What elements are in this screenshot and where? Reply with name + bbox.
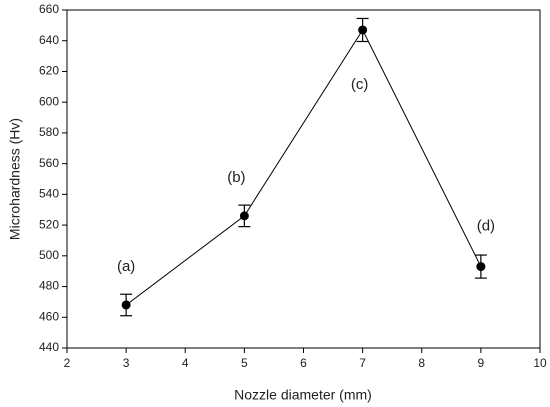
x-tick-label: 9 <box>478 356 485 370</box>
y-axis-title: Microhardness (Hv) <box>7 118 23 240</box>
y-tick-label: 580 <box>39 125 59 139</box>
y-tick-label: 560 <box>39 156 59 170</box>
x-axis-title: Nozzle diameter (mm) <box>234 387 372 403</box>
annotation: (b) <box>227 169 245 186</box>
y-tick-label: 620 <box>39 64 59 78</box>
marker <box>476 262 486 272</box>
annotation: (d) <box>477 218 495 235</box>
marker <box>239 211 249 221</box>
x-tick-label: 10 <box>533 356 547 370</box>
x-tick-label: 6 <box>300 356 307 370</box>
x-tick-label: 5 <box>241 356 248 370</box>
y-tick-label: 480 <box>39 279 59 293</box>
annotation: (c) <box>351 76 369 93</box>
x-tick-label: 4 <box>182 356 189 370</box>
x-tick-label: 7 <box>359 356 366 370</box>
marker <box>358 25 368 35</box>
x-tick-label: 2 <box>64 356 71 370</box>
line <box>125 28 482 306</box>
y-tick-label: 500 <box>39 248 59 262</box>
y-tick-label: 600 <box>39 94 59 108</box>
y-tick-label: 640 <box>39 33 59 47</box>
x-tick-label: 3 <box>123 356 130 370</box>
marker <box>121 300 131 310</box>
plot-frame <box>66 9 541 349</box>
y-tick-label: 460 <box>39 309 59 323</box>
y-tick-label: 440 <box>39 340 59 354</box>
x-tick-label: 8 <box>418 356 425 370</box>
y-tick-label: 540 <box>39 187 59 201</box>
annotation: (a) <box>117 258 135 275</box>
y-tick-label: 660 <box>39 2 59 16</box>
y-tick-label: 520 <box>39 217 59 231</box>
